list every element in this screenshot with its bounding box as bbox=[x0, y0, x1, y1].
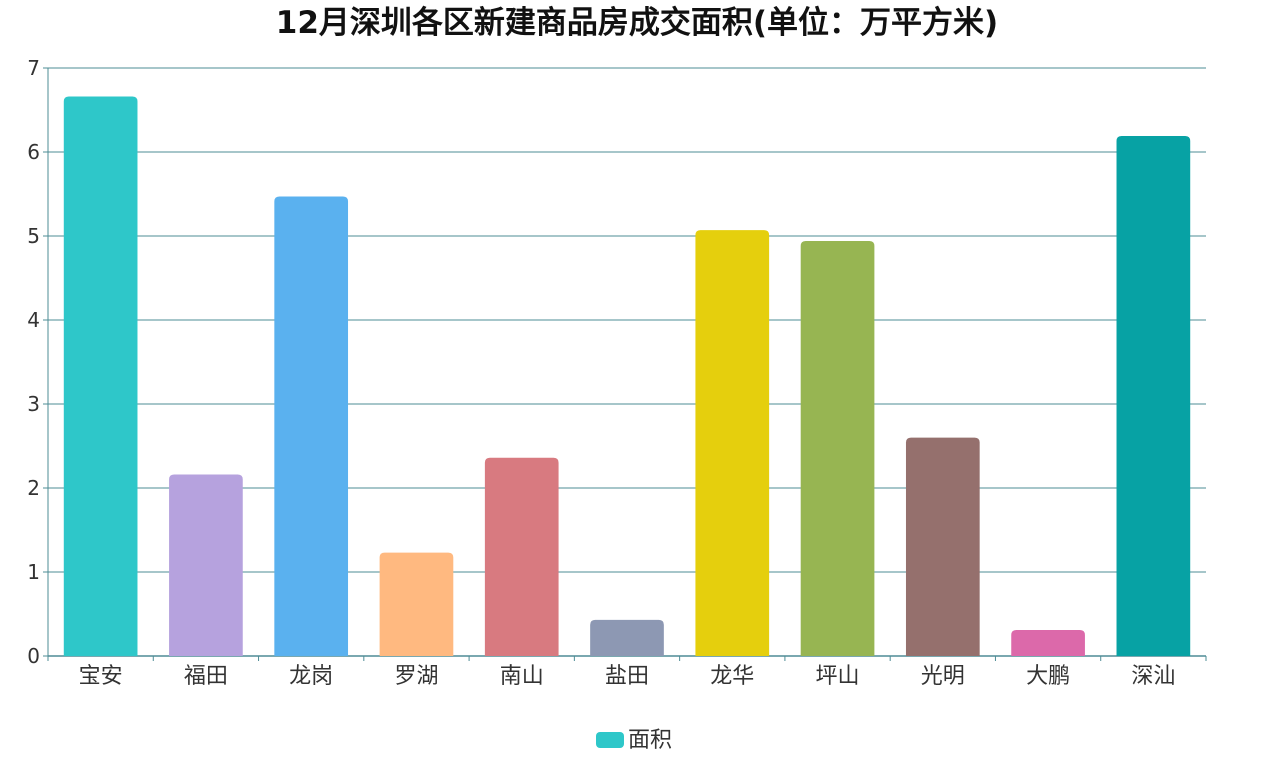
bar-9[interactable] bbox=[905, 437, 980, 656]
x-tick-label: 南山 bbox=[500, 664, 544, 689]
bar-7[interactable] bbox=[695, 230, 770, 656]
x-tick-label: 坪山 bbox=[816, 664, 860, 689]
chart-title: 12月深圳各区新建商品房成交面积(单位：万平方米) bbox=[276, 5, 998, 41]
x-tick-label: 深汕 bbox=[1131, 664, 1175, 689]
y-tick-label: 5 bbox=[27, 224, 40, 248]
y-tick-label: 3 bbox=[27, 392, 40, 416]
bar-5[interactable] bbox=[484, 457, 559, 656]
y-tick-label: 7 bbox=[27, 56, 40, 80]
legend[interactable]: 面积 bbox=[596, 728, 672, 753]
y-tick-label: 2 bbox=[27, 476, 40, 500]
x-tick-label: 罗湖 bbox=[394, 664, 438, 689]
legend-label[interactable]: 面积 bbox=[628, 728, 672, 753]
x-tick-label: 盐田 bbox=[605, 664, 649, 689]
y-tick-label: 1 bbox=[27, 560, 40, 584]
bar-6[interactable] bbox=[590, 619, 664, 656]
y-tick-label: 6 bbox=[27, 140, 40, 164]
legend-swatch[interactable] bbox=[596, 732, 624, 748]
x-tick-label: 大鹏 bbox=[1026, 664, 1070, 689]
bars bbox=[63, 96, 1191, 657]
x-tick-label: 宝安 bbox=[79, 664, 123, 689]
x-tick-label: 光明 bbox=[921, 664, 965, 689]
y-tick-label: 4 bbox=[27, 308, 40, 332]
bar-11[interactable] bbox=[1116, 136, 1191, 657]
x-tick-label: 龙华 bbox=[710, 664, 754, 689]
bar-10[interactable] bbox=[1011, 629, 1085, 656]
x-tick-label: 福田 bbox=[184, 664, 228, 689]
bar-4[interactable] bbox=[379, 552, 454, 656]
bar-3[interactable] bbox=[274, 196, 349, 656]
bar-1[interactable] bbox=[63, 96, 138, 656]
axis-labels: 0 1 2 3 4 5 6 7 宝安 福田 龙岗 罗湖 南山 盐田 龙华 坪山 光明 大鹏 深汕 bbox=[27, 56, 1175, 689]
y-tick-label: 0 bbox=[27, 644, 40, 668]
bar-2[interactable] bbox=[169, 474, 243, 656]
x-tick-label: 龙岗 bbox=[289, 664, 333, 689]
bar-8[interactable] bbox=[800, 241, 875, 657]
